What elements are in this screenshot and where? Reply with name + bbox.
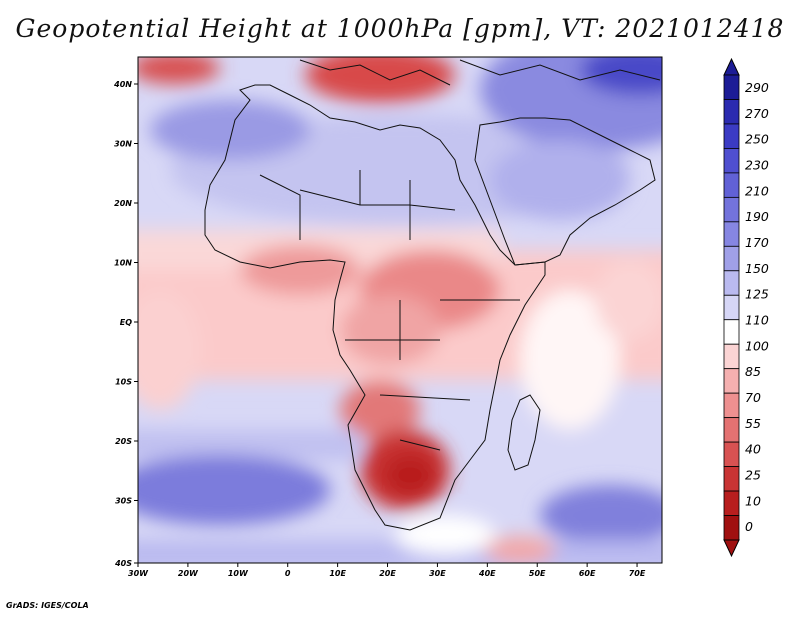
colorbar-label: 125 [745, 287, 769, 302]
colorbar-segment [723, 368, 740, 394]
colorbar: 2902702502302101901701501251101008570554… [723, 57, 769, 558]
colorbar-segment [723, 99, 740, 125]
colorbar-segment [723, 245, 740, 272]
lon-tick-label: 0 [285, 569, 291, 578]
colorbar-top-arrow [723, 57, 740, 76]
colorbar-segment [723, 441, 740, 467]
lat-tick-label: 30N [114, 140, 132, 149]
colorbar-label: 0 [745, 519, 753, 534]
lon-tick-label: 40E [478, 569, 496, 578]
colorbar-label: 100 [745, 338, 769, 353]
colorbar-label: 10 [745, 493, 761, 508]
lat-tick-label: EQ [120, 318, 132, 327]
lat-tick-label: 30S [115, 497, 132, 506]
colorbar-segment [723, 221, 740, 247]
colorbar-label: 85 [745, 364, 761, 379]
map-frame [137, 56, 663, 564]
lon-tick-label: 30E [429, 569, 446, 578]
colorbar-label: 290 [745, 80, 769, 95]
colorbar-label: 150 [745, 261, 769, 276]
lon-tick-label: 10W [228, 569, 249, 578]
lat-tick-label: 10N [114, 259, 132, 268]
colorbar-label: 210 [745, 183, 769, 198]
colorbar-segment [723, 123, 740, 149]
lat-tick-label: 20N [114, 199, 132, 208]
colorbar-segment [723, 196, 740, 223]
colorbar-segment [723, 74, 740, 100]
colorbar-label: 270 [745, 106, 769, 121]
chart-title: Geopotential Height at 1000hPa [gpm], VT… [15, 14, 785, 43]
lat-tick-label: 40N [113, 80, 132, 89]
colorbar-segment [723, 466, 740, 492]
lat-tick-label: 20S [115, 437, 132, 446]
lat-tick-label: 10S [115, 378, 132, 387]
colorbar-segment [723, 417, 740, 443]
lon-tick-label: 50E [529, 569, 546, 578]
colorbar-segment [723, 270, 740, 296]
lon-tick-label: 20W [178, 569, 199, 578]
colorbar-label: 170 [745, 235, 769, 250]
colorbar-label: 25 [745, 467, 761, 482]
colorbar-label: 250 [745, 132, 769, 147]
lon-tick-label: 30W [128, 569, 149, 578]
grads-credit: GrADS: IGES/COLA [6, 601, 89, 610]
colorbar-label: 230 [745, 157, 769, 172]
colorbar-label: 55 [745, 416, 761, 431]
lon-tick-label: 70E [629, 569, 646, 578]
lat-tick-label: 40S [114, 559, 132, 568]
lon-tick-label: 20E [379, 569, 396, 578]
colorbar-bottom-arrow [723, 539, 740, 558]
colorbar-segment [723, 294, 740, 321]
colorbar-segment [723, 319, 740, 345]
colorbar-segment [723, 343, 740, 370]
colorbar-label: 40 [745, 442, 761, 457]
map-coastlines [204, 59, 661, 531]
colorbar-segment [723, 515, 740, 541]
colorbar-segment [723, 392, 740, 419]
colorbar-segment [723, 172, 740, 198]
lon-tick-label: 10E [329, 569, 346, 578]
lon-tick-label: 60E [579, 569, 596, 578]
colorbar-segment [723, 148, 740, 174]
colorbar-label: 190 [745, 209, 769, 224]
colorbar-label: 110 [745, 312, 769, 327]
colorbar-segment [723, 490, 740, 516]
colorbar-label: 70 [745, 390, 761, 405]
height-field [138, 57, 662, 563]
